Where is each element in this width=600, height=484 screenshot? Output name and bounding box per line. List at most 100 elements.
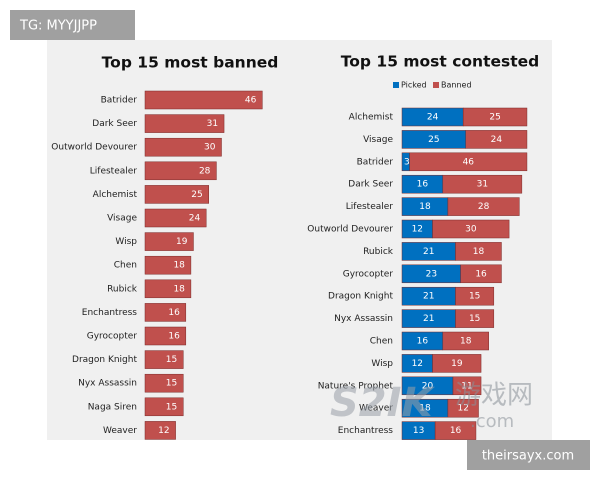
value-label: 15 [166,355,177,365]
bar-segment [465,130,528,149]
value-label: 19 [176,237,188,247]
bar [144,161,217,181]
category-label: Outworld Devourer [307,225,393,235]
bar-segment [455,286,495,306]
category-label: Naga Siren [88,402,137,412]
bar [144,303,187,322]
category-label: Wisp [371,359,393,369]
category-label: Rubick [363,247,394,257]
value-label: 16 [450,426,462,436]
value-label: 25 [191,190,202,200]
legend-label: Banned [441,81,472,90]
value-label: 16 [417,180,429,190]
category-label: Nyx Assassin [78,379,137,389]
category-label: Alchemist [349,113,394,123]
category-label: Outworld Devourer [51,143,137,153]
category-label: Nyx Assassin [334,314,393,324]
bar [144,90,263,110]
value-label: 24 [427,113,439,123]
bar [144,208,207,228]
value-label: 25 [428,135,439,145]
bar-segment [447,197,520,216]
value-label: 46 [245,96,257,106]
value-label: 15 [166,402,177,412]
category-label: Alchemist [93,190,138,200]
category-label: Lifestealer [90,166,138,176]
bar-segment [442,174,523,194]
bar-segment [455,309,495,328]
bar-segment [460,264,502,284]
legend-swatch [433,82,439,88]
overlay-label-box [10,10,135,40]
category-label: Enchantress [338,426,394,436]
bar [144,232,194,251]
value-label: 28 [199,166,211,176]
category-label: Batrider [101,96,138,106]
bar [144,137,222,157]
bar-segment [409,152,528,172]
category-label: Chen [370,337,393,347]
chart-title: Top 15 most banned [102,54,279,72]
bar [144,326,187,346]
value-label: 30 [465,225,477,235]
watermark-domain: .com [470,411,514,432]
chart-title: Top 15 most contested [341,53,540,71]
footer-label-box [467,440,590,470]
value-label: 12 [457,404,468,414]
value-label: 11 [461,381,472,391]
bar-segment [432,219,510,239]
bar-segment [462,107,528,127]
value-label: 12 [412,359,423,369]
category-label: Weaver [359,404,393,414]
category-label: Rubick [107,284,138,294]
value-label: 21 [423,314,434,324]
bar [144,421,176,440]
category-label: Chen [114,261,137,271]
category-label: Wisp [115,237,137,247]
bar-segment [447,398,479,418]
category-label: Gyrocopter [343,269,394,279]
bar-segment [452,376,482,396]
bar-segment [442,331,489,351]
legend-swatch [393,82,399,88]
bar [144,114,225,133]
value-label: 24 [189,214,201,224]
category-label: Dragon Knight [328,292,393,302]
bar [144,397,184,417]
value-label: 31 [207,119,218,129]
bar [144,279,192,299]
value-label: 16 [168,308,180,318]
category-label: Dark Seer [92,119,137,129]
bar [144,373,184,393]
value-label: 21 [423,247,434,257]
image-background [47,40,552,440]
bar-segment [432,354,482,373]
value-label: 16 [417,337,429,347]
value-label: 31 [477,180,488,190]
value-label: 15 [469,314,480,324]
value-label: 30 [204,143,216,153]
value-label: 18 [419,202,431,212]
value-label: 25 [489,113,500,123]
value-label: 16 [168,332,180,342]
category-label: Weaver [103,426,137,436]
value-label: 24 [491,135,503,145]
overlay-label: TG: MYYJJPP [19,19,97,34]
footer-label: theirsayx.com [482,449,574,464]
value-label: 19 [451,359,463,369]
value-label: 15 [469,292,480,302]
bar [144,255,192,275]
value-label: 18 [473,247,485,257]
watermark-logo: S2IK [330,380,436,426]
bar-segment [455,242,502,261]
watermark: S2IK 游戏网 .com [330,380,533,432]
value-label: 18 [173,261,185,271]
category-label: Lifestealer [346,202,394,212]
value-label: 13 [413,426,424,436]
bar [144,185,209,204]
watermark-text: 游戏网 [455,381,533,411]
category-label: Enchantress [82,308,138,318]
category-label: Dark Seer [348,180,393,190]
